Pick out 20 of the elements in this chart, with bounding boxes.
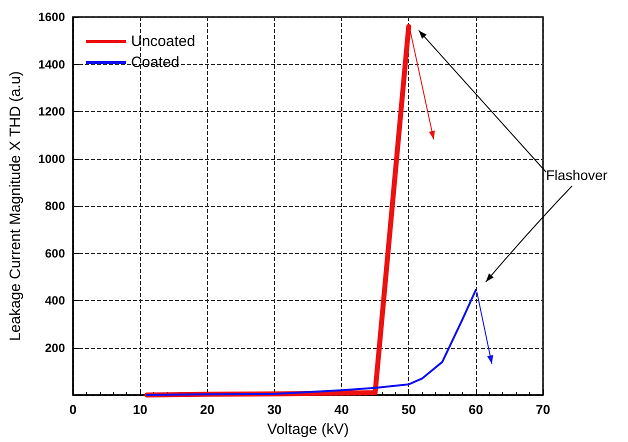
text: Flashover	[546, 167, 608, 183]
y-tick-label: 600	[44, 246, 66, 260]
y-tick-label: 1600	[38, 10, 66, 24]
y-tick-label: 400	[44, 294, 66, 308]
y-tick-label: 1200	[38, 104, 66, 118]
x-tick-label: 40	[334, 402, 349, 417]
y-tick-label: 800	[44, 199, 66, 213]
y-tick-label: 1400	[38, 57, 66, 72]
x-tick-label: 0	[69, 402, 77, 417]
x-tick-label: 50	[401, 402, 416, 417]
legend-label: Uncoated	[131, 33, 196, 50]
y-tick-label: 1000	[38, 152, 66, 166]
x-tick-label: 10	[132, 402, 148, 417]
x-tick-label: 20	[200, 402, 215, 417]
x-axis-title: Voltage (kV)	[267, 421, 349, 438]
x-tick-label: 30	[267, 402, 282, 417]
y-axis-title: Leakage Current Magnitude X THD (a.u)	[7, 71, 24, 341]
y-tick-label: 200	[44, 340, 66, 355]
x-tick-label: 70	[536, 402, 550, 417]
x-tick-label: 60	[468, 402, 484, 417]
